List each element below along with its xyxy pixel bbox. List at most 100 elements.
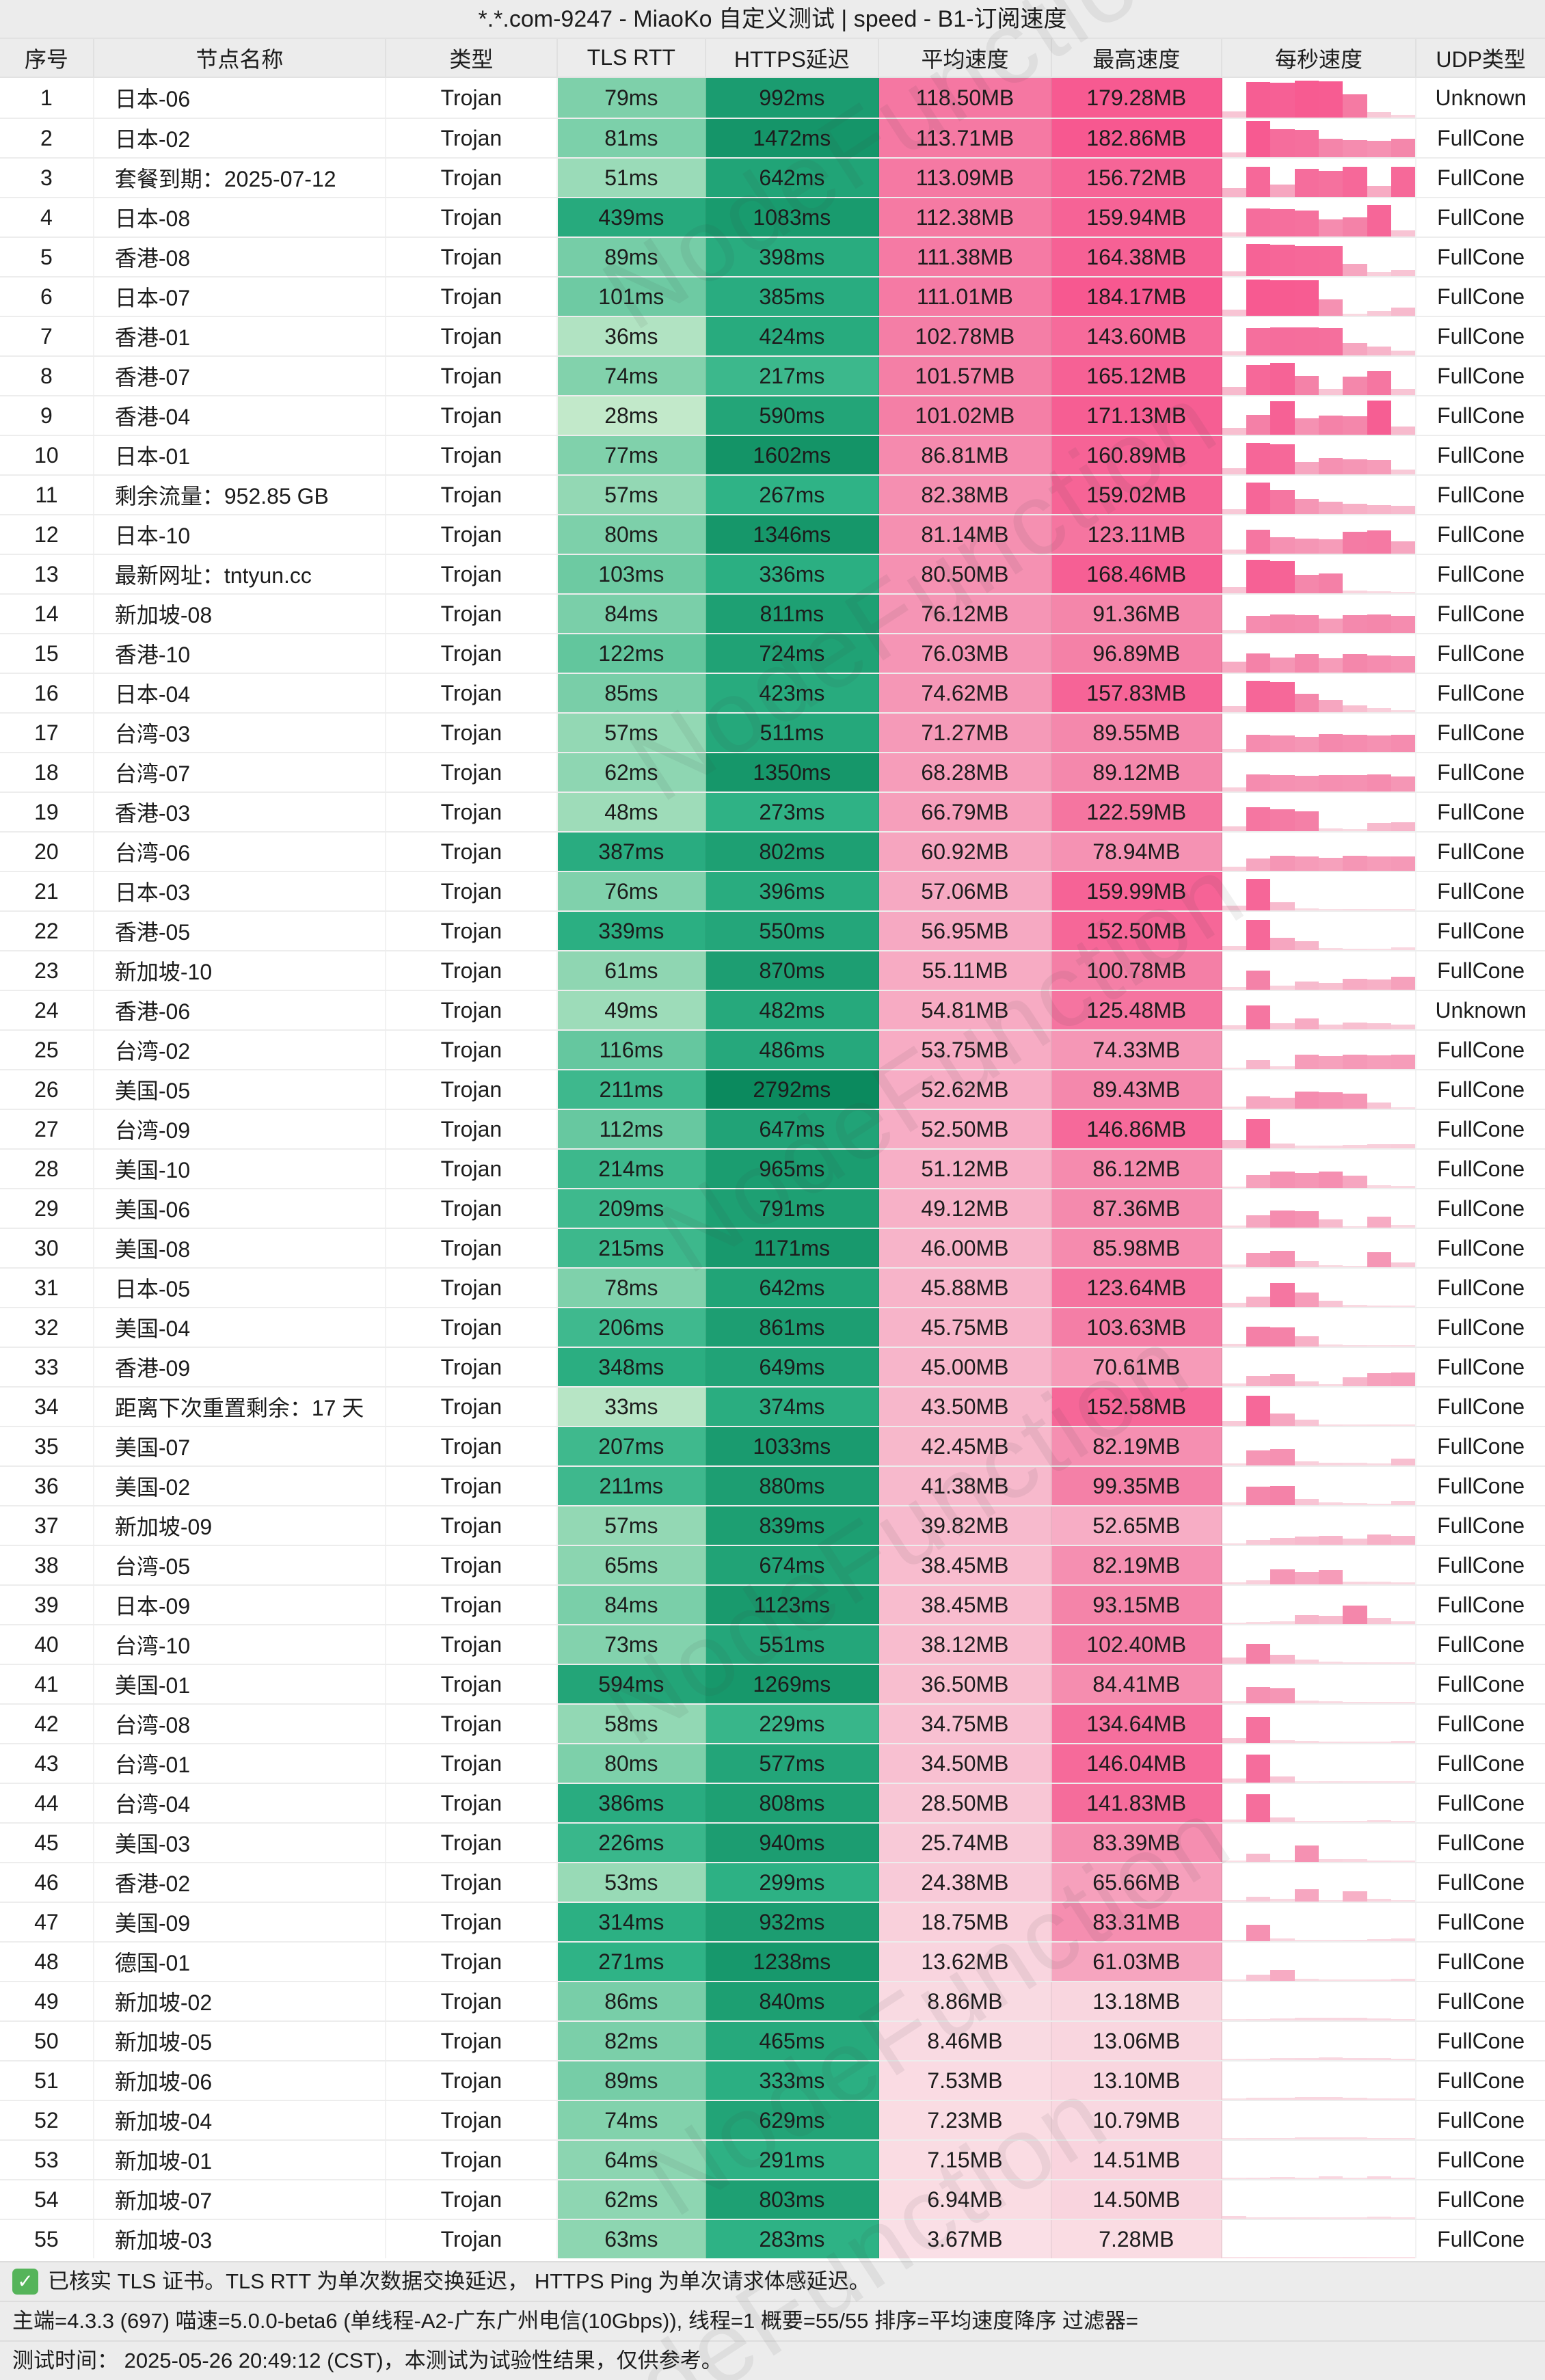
footer-note-time: 测试时间： 2025-05-26 20:49:12 (CST)，本测试为试验性结…	[0, 2340, 1545, 2380]
cell-type: Trojan	[386, 1744, 558, 1783]
cell-tls-rtt: 85ms	[557, 674, 706, 712]
sparkline-bar	[1391, 541, 1416, 554]
cell-udp-type: FullCone	[1437, 640, 1525, 666]
cell-https-latency: 217ms	[706, 357, 879, 395]
cell-tls-rtt: 89ms	[557, 238, 706, 276]
sparkline-bar	[1294, 856, 1319, 871]
sparkline-bar	[1367, 2058, 1392, 2060]
cell-max-speed: 87.36MB	[1052, 1189, 1222, 1228]
cell-index: 55	[0, 2220, 94, 2258]
cell-speed-sparkline	[1222, 476, 1417, 514]
cell-max-speed: 159.02MB	[1052, 476, 1222, 514]
cell-udp-type: FullCone	[1437, 958, 1525, 983]
sparkline-bar	[1270, 657, 1295, 673]
cell-https-latency: 423ms	[706, 674, 879, 712]
cell-https-latency: 374ms	[706, 1388, 879, 1426]
column-header-tls-rtt: TLS RTT	[558, 39, 706, 77]
cell-https-latency: 291ms	[706, 2141, 879, 2179]
cell-node-name: 日本-08	[94, 198, 386, 236]
sparkline-bar	[1391, 1501, 1416, 1505]
cell-tls-rtt: 64ms	[557, 2141, 706, 2179]
cell-tls-rtt: 89ms	[557, 2061, 706, 2100]
cell-avg-speed: 45.88MB	[878, 1269, 1053, 1307]
sparkline-bar	[1294, 982, 1319, 990]
sparkline-bar	[1222, 1819, 1246, 1822]
sparkline-bar	[1246, 529, 1271, 554]
report-footer: ✓ 已核实 TLS 证书。TLS RTT 为单次数据交换延迟， HTTPS Pi…	[0, 2261, 1545, 2380]
cell-speed-sparkline	[1222, 238, 1417, 276]
cell-avg-speed: 53.75MB	[878, 1031, 1053, 1069]
cell-node-name: 台湾-01	[94, 1744, 386, 1783]
table-row: 1 日本-06 Trojan 79ms 992ms 118.50MB 179.28MB Unk…	[0, 78, 1545, 118]
table-row: 34 距离下次重置剩余：17 天 Trojan 33ms 374ms 43.50MB 152…	[0, 1386, 1545, 1426]
cell-tls-rtt: 36ms	[557, 317, 706, 355]
cell-type: Trojan	[386, 634, 558, 673]
cell-https-latency: 649ms	[706, 1348, 879, 1386]
cell-type: Trojan	[386, 2061, 558, 2100]
cell-udp-type: FullCone	[1437, 1711, 1525, 1736]
sparkline-bar	[1246, 2177, 1271, 2179]
sparkline-bar	[1318, 81, 1343, 118]
cell-tls-rtt: 33ms	[557, 1388, 706, 1426]
sparkline-bar	[1222, 111, 1246, 118]
sparkline-bar	[1222, 986, 1246, 990]
cell-https-latency: 511ms	[706, 714, 879, 752]
cell-tls-rtt: 215ms	[557, 1229, 706, 1267]
sparkline-bar	[1391, 1345, 1416, 1347]
cell-index: 50	[0, 2022, 94, 2060]
sparkline-bar	[1343, 314, 1367, 316]
cell-https-latency: 229ms	[706, 1705, 879, 1743]
cell-max-speed: 85.98MB	[1052, 1229, 1222, 1267]
sparkline-bar	[1318, 734, 1343, 752]
footer-note-config: 主端=4.3.3 (697) 喵速=5.0.0-beta6 (单线程-A2-广东…	[0, 2301, 1545, 2340]
sparkline-bar	[1391, 230, 1416, 236]
sparkline-bar	[1270, 560, 1295, 593]
cell-tls-rtt: 74ms	[557, 357, 706, 395]
cell-max-speed: 99.35MB	[1052, 1467, 1222, 1505]
cell-node-name: 美国-08	[94, 1229, 386, 1267]
cell-type: Trojan	[386, 159, 558, 197]
table-row: 11 剩余流量：952.85 GB Trojan 57ms 267ms 82.38MB 15…	[0, 474, 1545, 514]
sparkline-bar	[1246, 1005, 1271, 1029]
sparkline-bar	[1246, 1580, 1271, 1584]
sparkline-bar	[1343, 1742, 1367, 1743]
sparkline-bar	[1222, 1383, 1246, 1386]
sparkline-bar	[1294, 615, 1319, 633]
sparkline-bar	[1343, 654, 1367, 673]
sparkline-bar	[1246, 1326, 1271, 1347]
cell-node-name: 日本-05	[94, 1269, 386, 1307]
table-row: 47 美国-09 Trojan 314ms 932ms 18.75MB 83.31MB Ful…	[0, 1902, 1545, 1941]
cell-index: 53	[0, 2141, 94, 2179]
table-row: 14 新加坡-08 Trojan 84ms 811ms 76.12MB 91.36MB Ful…	[0, 593, 1545, 633]
sparkline-bar	[1294, 462, 1319, 474]
cell-type: Trojan	[386, 436, 558, 474]
cell-node-name: 新加坡-04	[94, 2101, 386, 2139]
sparkline-bar	[1294, 245, 1319, 276]
cell-tls-rtt: 76ms	[557, 872, 706, 910]
sparkline-bar	[1343, 504, 1367, 514]
sparkline-bar	[1367, 1860, 1392, 1862]
cell-index: 40	[0, 1625, 94, 1664]
cell-max-speed: 165.12MB	[1052, 357, 1222, 395]
cell-speed-sparkline	[1222, 595, 1417, 633]
sparkline-bar	[1270, 1374, 1295, 1386]
cell-avg-speed: 45.75MB	[878, 1308, 1053, 1347]
sparkline-bar	[1318, 2257, 1343, 2258]
cell-index: 18	[0, 753, 94, 792]
cell-max-speed: 182.86MB	[1052, 119, 1222, 157]
sparkline-bar	[1367, 1305, 1392, 1307]
sparkline-bar	[1222, 1979, 1246, 1981]
cell-index: 9	[0, 396, 94, 435]
cell-speed-sparkline	[1222, 714, 1417, 752]
cell-udp-type: Unknown	[1435, 997, 1527, 1023]
cell-node-name: 香港-05	[94, 912, 386, 950]
cell-max-speed: 84.41MB	[1052, 1665, 1222, 1703]
sparkline-bar	[1222, 1025, 1246, 1029]
sparkline-bar	[1318, 619, 1343, 633]
cell-avg-speed: 66.79MB	[878, 793, 1053, 831]
cell-max-speed: 10.79MB	[1052, 2101, 1222, 2139]
sparkline-bar	[1318, 1741, 1343, 1743]
cell-max-speed: 89.43MB	[1052, 1070, 1222, 1109]
sparkline-bar	[1222, 1658, 1246, 1664]
sparkline-bar	[1222, 661, 1246, 673]
